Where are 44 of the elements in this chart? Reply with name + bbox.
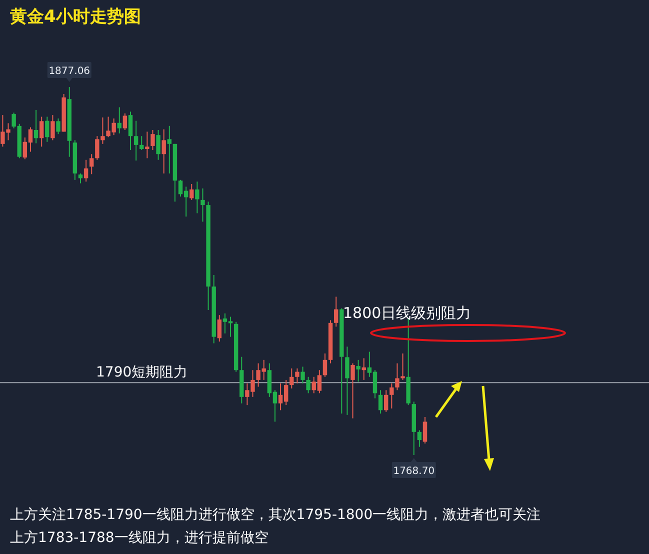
candlestick: [384, 390, 388, 412]
candlestick: [300, 366, 305, 384]
candlestick: [84, 159, 88, 182]
candlestick: [306, 376, 310, 394]
candlestick: [422, 416, 428, 444]
candlestick: [39, 116, 44, 148]
text: 上方1783-1788一线阻力，进行提前做空: [10, 530, 268, 546]
candlestick: [295, 368, 300, 384]
candlestick: [167, 125, 172, 174]
candlestick: [290, 368, 294, 389]
candlestick: [56, 118, 60, 135]
candlestick: [34, 109, 38, 144]
candlestick: [117, 106, 122, 134]
candlestick: [145, 131, 150, 159]
candlestick: [200, 188, 205, 222]
candlestick: [162, 128, 166, 174]
candlestick: [356, 359, 360, 382]
candlestick: [378, 390, 383, 414]
annotation: 1877.06: [48, 66, 90, 77]
ref-line-label: 1790短期阻力: [96, 364, 188, 381]
annotation: 1800日线级别阻力: [343, 304, 472, 322]
candlestick: [50, 114, 55, 141]
candlestick: [217, 314, 222, 342]
candlestick: [140, 136, 144, 151]
candlestick: [334, 296, 338, 328]
candlestick: [150, 129, 155, 151]
candlestick: [350, 362, 355, 419]
candlestick: [390, 382, 394, 409]
chart-title: 黄金4小时走势图: [9, 7, 141, 27]
candlestick: [322, 352, 328, 378]
candlestick: [134, 120, 138, 162]
text: 上方关注1785-1790一线阻力进行做空，其次1795-1800一线阻力，激进者也可关注: [10, 507, 541, 523]
candlestick: [156, 129, 160, 160]
candlestick: [45, 116, 50, 142]
candlestick: [345, 346, 350, 416]
candlestick: [195, 181, 200, 214]
candlestick: [90, 154, 94, 175]
candlestick: [400, 352, 405, 380]
annotation: 1768.70: [393, 466, 435, 477]
candlestick: [122, 112, 128, 130]
candlestick: [395, 362, 400, 391]
candlestick: [190, 183, 194, 200]
candlestick: [417, 430, 422, 448]
candlestick: [128, 111, 133, 151]
